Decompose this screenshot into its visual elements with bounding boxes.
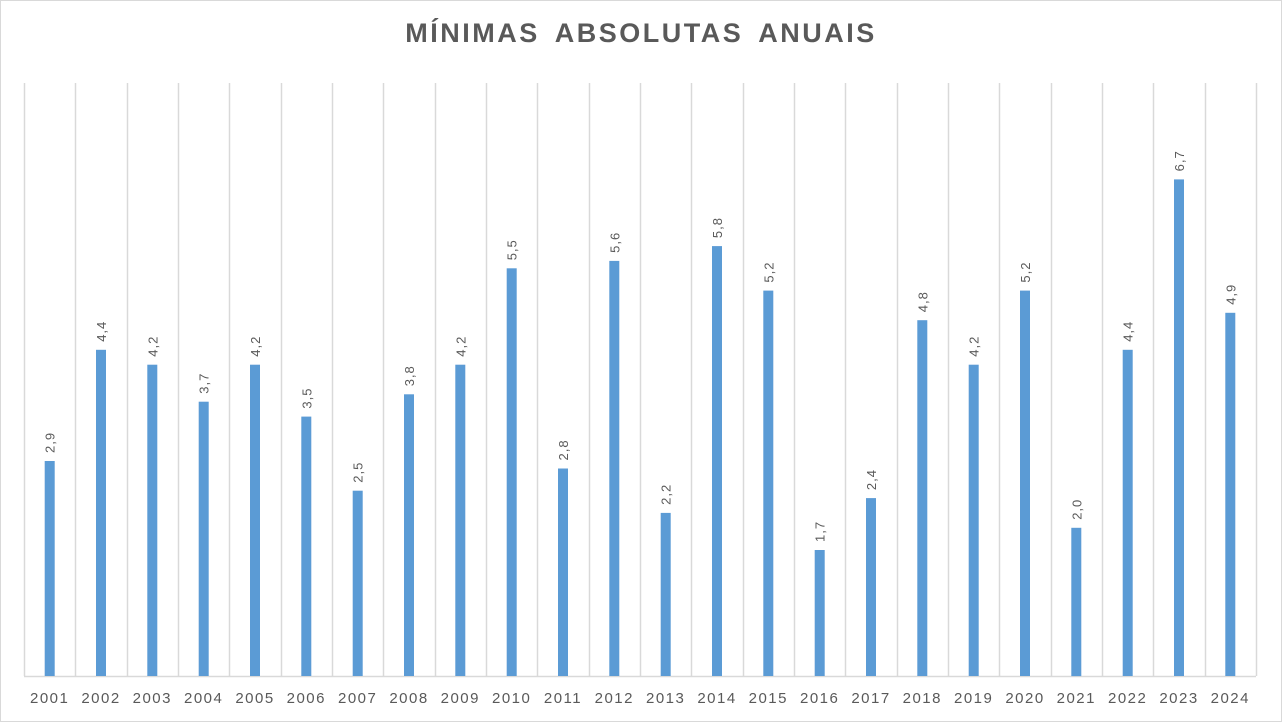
bar <box>404 394 414 676</box>
x-tick-label: 2006 <box>287 690 326 707</box>
data-label: 3,8 <box>402 365 417 386</box>
x-tick-label: 2014 <box>697 690 736 707</box>
x-tick-label: 2021 <box>1057 690 1096 707</box>
x-tick-label: 2004 <box>184 690 223 707</box>
bar <box>712 246 722 676</box>
data-label: 4,2 <box>248 336 263 357</box>
bar <box>44 461 55 676</box>
data-label: 2,4 <box>864 469 879 490</box>
x-tick-label: 2018 <box>903 690 942 707</box>
x-tick-label: 2001 <box>30 690 69 707</box>
bar <box>763 290 774 676</box>
x-tick-label: 2007 <box>338 690 377 707</box>
x-tick-label: 2013 <box>646 690 685 707</box>
data-label: 5,2 <box>1018 262 1033 283</box>
data-label: 2,8 <box>556 439 571 460</box>
bar <box>1071 527 1082 677</box>
data-label: 4,8 <box>915 291 930 312</box>
x-tick-label: 2002 <box>81 690 120 707</box>
data-label: 5,8 <box>710 217 725 238</box>
bar <box>1020 290 1030 676</box>
chart-title: MÍNIMAS ABSOLUTAS ANUAIS <box>405 18 877 48</box>
data-label: 4,4 <box>1121 321 1136 342</box>
data-label: 2,2 <box>659 484 674 505</box>
x-tick-label: 2022 <box>1108 690 1147 707</box>
data-label: 2,5 <box>351 462 366 483</box>
x-tick-label: 2024 <box>1211 690 1250 707</box>
x-tick-label: 2009 <box>441 690 480 707</box>
data-label: 1,7 <box>813 521 828 542</box>
bar <box>1122 349 1133 676</box>
x-tick-label: 2019 <box>954 690 993 707</box>
x-tick-label: 2003 <box>133 690 172 707</box>
bar <box>917 320 928 676</box>
data-label: 4,9 <box>1223 284 1238 305</box>
data-label: 5,5 <box>505 239 520 260</box>
bar <box>147 364 158 676</box>
bar <box>660 512 671 676</box>
bar <box>301 416 312 676</box>
bar <box>198 401 209 676</box>
data-label: 5,6 <box>607 232 622 253</box>
bar <box>1174 179 1184 676</box>
x-tick-label: 2010 <box>492 690 531 707</box>
data-label: 4,2 <box>967 336 982 357</box>
x-tick-label: 2008 <box>389 690 428 707</box>
x-tick-label: 2015 <box>749 690 788 707</box>
x-tick-label: 2012 <box>595 690 634 707</box>
bar <box>558 468 568 676</box>
bar <box>609 260 620 676</box>
bar <box>968 364 979 676</box>
bar <box>250 364 260 676</box>
x-tick-label: 2023 <box>1159 690 1198 707</box>
data-label: 6,7 <box>1172 150 1187 171</box>
data-label: 4,4 <box>94 321 109 342</box>
data-label: 3,7 <box>197 373 212 394</box>
bar <box>96 349 106 676</box>
x-tick-label: 2020 <box>1005 690 1044 707</box>
bar <box>866 498 876 676</box>
data-label: 2,0 <box>1069 499 1084 520</box>
data-label: 3,5 <box>299 388 314 409</box>
bar <box>455 364 466 676</box>
x-tick-label: 2005 <box>235 690 274 707</box>
x-tick-label: 2017 <box>851 690 890 707</box>
bar <box>506 268 517 676</box>
x-tick-label: 2011 <box>544 690 582 707</box>
bar <box>352 490 363 676</box>
data-label: 2,9 <box>43 432 58 453</box>
bar <box>814 550 825 676</box>
bar <box>1225 312 1236 676</box>
data-label: 4,2 <box>145 336 160 357</box>
x-tick-label: 2016 <box>800 690 839 707</box>
data-label: 5,2 <box>761 262 776 283</box>
data-label: 4,2 <box>453 336 468 357</box>
